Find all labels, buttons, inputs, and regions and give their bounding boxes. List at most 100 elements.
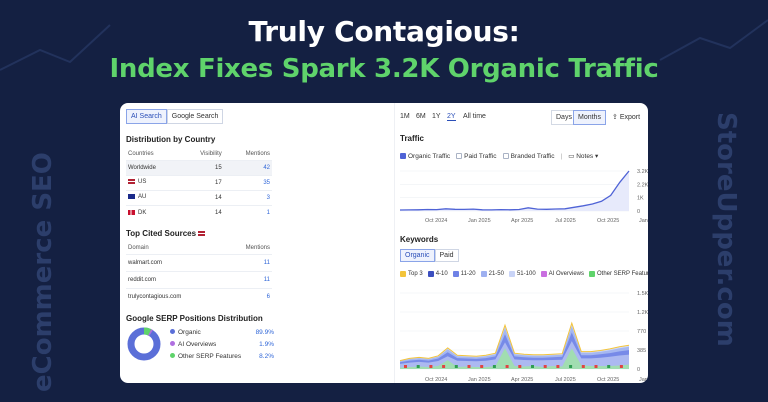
- serp-legend-item: Organic 89.9%: [170, 326, 274, 338]
- legend-label: Top 3: [408, 271, 423, 277]
- dk-flag-icon: [128, 209, 135, 215]
- note-flag-marker: [467, 365, 471, 368]
- legend-item[interactable]: Other SERP Features: [589, 271, 648, 277]
- visibility-value: 15: [180, 159, 224, 175]
- legend-separator: |: [560, 152, 563, 160]
- col-mentions: Mentions: [245, 244, 270, 251]
- mentions-link[interactable]: 11: [223, 270, 272, 288]
- us-flag-icon: [128, 179, 135, 185]
- mentions-link[interactable]: 42: [223, 159, 272, 175]
- column-divider: [394, 103, 395, 383]
- x-tick-label: Oct 2025: [597, 218, 619, 224]
- keywords-line-top-3: [399, 321, 630, 362]
- x-tick-label: Apr 2025: [511, 218, 533, 224]
- range-1y[interactable]: 1Y: [432, 113, 441, 120]
- table-row[interactable]: AU 14 3: [126, 189, 272, 205]
- y-tick-label: 1.5K: [637, 291, 648, 297]
- legend-label: 11-20: [460, 271, 476, 277]
- side-text-right: StoreUpper.com: [711, 112, 741, 347]
- domain-name: reddit.com: [126, 270, 224, 288]
- ai-dot-icon: [170, 340, 175, 346]
- y-tick-label: 1K: [637, 196, 644, 202]
- legend-item[interactable]: 21-50: [480, 271, 504, 277]
- checkbox-checked-icon: [589, 271, 595, 277]
- x-tick-label: Apr 2025: [511, 377, 533, 383]
- legend-branded-traffic[interactable]: Branded Traffic: [502, 153, 555, 160]
- serp-value: 1.9%: [259, 340, 274, 348]
- y-tick-label: 2.2K: [637, 182, 648, 188]
- serp-distribution-title: Google SERP Positions Distribution: [126, 314, 263, 323]
- note-flag-marker: [556, 365, 560, 368]
- table-row[interactable]: walmart.com 11: [126, 253, 272, 271]
- serp-distribution: Organic 89.9% AI Overviews 1.9% Other SE…: [126, 326, 392, 366]
- cited-sources-table: Domain Mentions walmart.com 11 reddit.co…: [126, 242, 272, 305]
- x-tick-label: Jan 2026: [639, 377, 648, 383]
- keywords-tabs: Organic Paid: [400, 249, 459, 262]
- legend-item[interactable]: 51-100: [508, 271, 536, 277]
- legend-item[interactable]: 4-10: [427, 271, 448, 277]
- mentions-link[interactable]: 1: [223, 204, 272, 220]
- serp-label: AI Overviews: [178, 340, 217, 348]
- legend-paid-traffic[interactable]: Paid Traffic: [456, 152, 497, 160]
- table-row[interactable]: Worldwide 15 42: [126, 159, 272, 175]
- y-tick-label: 770: [637, 329, 646, 335]
- table-row[interactable]: DK 14 1: [126, 204, 272, 220]
- x-tick-label: Oct 2024: [425, 377, 447, 383]
- headline-title: Truly Contagious:: [248, 15, 520, 48]
- y-tick-label: 1.2K: [637, 310, 648, 316]
- note-flag-marker: [543, 365, 547, 368]
- y-tick-label: 3.2K: [637, 169, 648, 175]
- note-flag-marker: [518, 365, 522, 368]
- legend-label: Paid Traffic: [464, 152, 497, 160]
- note-flag-marker: [404, 365, 407, 368]
- traffic-title: Traffic: [400, 134, 425, 143]
- tab-google-search[interactable]: Google Search: [166, 109, 224, 124]
- range-6m[interactable]: 6M: [416, 113, 426, 120]
- organic-traffic-line: [399, 170, 630, 211]
- checkbox-checked-icon: [400, 152, 406, 159]
- table-row[interactable]: US 17 35: [126, 174, 272, 190]
- legend-item[interactable]: 11-20: [452, 271, 476, 277]
- serp-donut-chart: [127, 327, 161, 361]
- y-tick-label: 0: [637, 367, 640, 373]
- tab-paid[interactable]: Paid: [434, 249, 459, 262]
- table-row[interactable]: reddit.com 11: [126, 270, 272, 288]
- donut-organic-slice: [127, 327, 161, 361]
- keywords-title: Keywords: [400, 235, 439, 244]
- left-column: AI Search Google Search Distribution by …: [126, 109, 392, 379]
- mentions-link[interactable]: 3: [223, 189, 272, 205]
- table-row[interactable]: trulycontagious.com 6: [126, 287, 272, 305]
- checkbox-checked-icon: [452, 271, 459, 277]
- days-button[interactable]: Days: [551, 110, 577, 125]
- traffic-legend: Organic Traffic Paid Traffic Branded Tra…: [400, 152, 598, 160]
- legend-organic-traffic[interactable]: Organic Traffic: [400, 153, 450, 160]
- checkbox-checked-icon: [480, 271, 487, 277]
- mentions-link[interactable]: 6: [223, 287, 272, 305]
- mentions-link[interactable]: 35: [223, 174, 272, 190]
- note-flag-marker: [505, 365, 509, 368]
- months-button[interactable]: Months: [573, 110, 606, 125]
- legend-item[interactable]: AI Overviews: [540, 271, 584, 277]
- legend-item[interactable]: Top 3: [400, 271, 423, 277]
- tab-ai-search[interactable]: AI Search: [126, 109, 167, 124]
- other-dot-icon: [170, 352, 175, 358]
- distribution-table: Countries Visibility Mentions Worldwide …: [126, 148, 272, 220]
- domain-name: trulycontagious.com: [126, 287, 224, 305]
- range-all-time[interactable]: All time: [463, 113, 486, 120]
- notes-icon: ▭: [568, 153, 575, 160]
- notes-button[interactable]: ▭ Notes ▾: [568, 152, 598, 160]
- legend-label: AI Overviews: [548, 271, 584, 277]
- note-flag-marker: [569, 365, 573, 368]
- mentions-link[interactable]: 11: [223, 253, 272, 271]
- cited-sources-title-text: Top Cited Sources: [126, 229, 197, 238]
- note-flag-marker: [416, 365, 420, 368]
- range-2y[interactable]: 2Y: [447, 113, 456, 121]
- col-visibility: Visibility: [200, 150, 222, 157]
- us-flag-icon: [198, 231, 206, 237]
- legend-label: 4-10: [435, 271, 448, 277]
- range-1m[interactable]: 1M: [400, 113, 410, 120]
- cited-sources-title: Top Cited Sources: [126, 229, 392, 238]
- export-button[interactable]: ⇪ Export: [608, 110, 645, 124]
- tab-organic[interactable]: Organic: [400, 249, 435, 262]
